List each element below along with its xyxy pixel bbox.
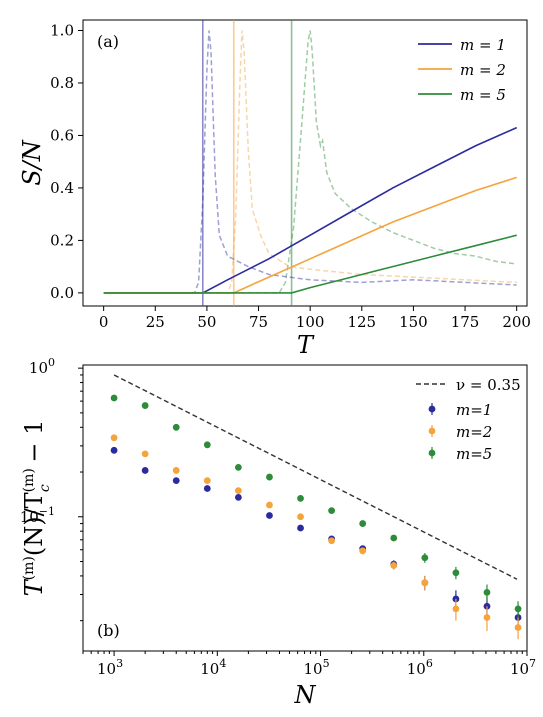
data-point-1 bbox=[297, 524, 304, 532]
panel-a-legend: m = 1 m = 2 m = 5 bbox=[418, 36, 506, 104]
data-point-2 bbox=[266, 501, 273, 509]
series-line-2 bbox=[103, 176, 517, 294]
panel-b-x-axis-label: N bbox=[294, 681, 317, 709]
dashed-series-line-2 bbox=[103, 30, 517, 294]
y-tick-label: 0.0 bbox=[50, 284, 74, 302]
data-point-2 bbox=[483, 614, 491, 621]
panel-b-y-axis-label: T(m)(N)/T(m)c − 1 bbox=[20, 420, 53, 597]
data-point-1 bbox=[172, 477, 180, 485]
y-tick-label: 1.0 bbox=[50, 21, 74, 39]
data-point-3 bbox=[328, 507, 336, 515]
series-line-1 bbox=[103, 126, 518, 294]
data-point-2 bbox=[328, 537, 336, 545]
reference-line bbox=[113, 374, 518, 580]
data-point-2 bbox=[421, 579, 429, 587]
legend-label-3: m=5 bbox=[456, 445, 492, 463]
data-point-3 bbox=[483, 588, 491, 596]
data-point-1 bbox=[234, 494, 242, 501]
series-line-3 bbox=[103, 234, 517, 294]
data-point-2 bbox=[141, 450, 149, 458]
panel-b: 103 104 105 106 107 100 10−1 (b) N T(m)(N)/T(… bbox=[20, 356, 536, 709]
y-tick-label: 0.8 bbox=[50, 74, 74, 92]
x-tick-label: 0 bbox=[99, 313, 109, 331]
data-point-3 bbox=[110, 394, 118, 402]
x-tick-label: 125 bbox=[347, 313, 376, 331]
y-tick-label: 0.4 bbox=[50, 179, 74, 197]
x-tick-label: 105 bbox=[303, 657, 329, 678]
y-tick-label: 0.2 bbox=[50, 231, 74, 249]
data-point-3 bbox=[452, 569, 460, 577]
data-point-2 bbox=[203, 477, 211, 485]
panel-a-x-axis-label: T bbox=[297, 331, 315, 359]
legend-reference-label: ν = 0.35 bbox=[456, 376, 521, 394]
legend-label-2: m = 2 bbox=[460, 61, 506, 79]
data-point-3 bbox=[390, 534, 398, 542]
panel-a-y-axis-label: S/N bbox=[18, 139, 46, 186]
x-tick-label: 106 bbox=[407, 657, 433, 678]
x-tick-label: 150 bbox=[399, 313, 428, 331]
data-point-3 bbox=[234, 463, 242, 471]
legend-label-3: m = 5 bbox=[460, 86, 506, 104]
data-point-2 bbox=[390, 562, 398, 569]
data-point-3 bbox=[141, 402, 149, 409]
data-point-1 bbox=[110, 446, 118, 454]
data-point-2 bbox=[234, 487, 242, 495]
data-point-1 bbox=[141, 467, 149, 474]
data-point-3 bbox=[203, 441, 211, 449]
x-tick-label: 104 bbox=[200, 657, 226, 678]
x-tick-label: 175 bbox=[451, 313, 480, 331]
y-tick-label: 10−1 bbox=[20, 505, 55, 526]
data-point-2 bbox=[172, 467, 180, 474]
x-tick-label: 200 bbox=[502, 313, 531, 331]
y-tick-label: 100 bbox=[29, 356, 55, 377]
x-tick-label: 107 bbox=[510, 657, 536, 678]
data-point-3 bbox=[172, 423, 180, 431]
panel-a: 0 25 50 75 100 125 150 175 200 0.0 0.2 0.4 0.6 0.8 1.… bbox=[18, 19, 531, 359]
x-tick-label: 50 bbox=[197, 313, 216, 331]
legend-marker-1 bbox=[428, 405, 436, 413]
data-point-2 bbox=[110, 434, 118, 442]
panel-a-label: (a) bbox=[97, 32, 119, 51]
x-tick-label: 100 bbox=[296, 313, 325, 331]
legend-label-2: m=2 bbox=[456, 423, 492, 441]
panel-b-legend: ν = 0.35 m=1 m=2 m=5 bbox=[416, 376, 521, 463]
x-tick-label: 103 bbox=[97, 657, 123, 678]
dashed-series-line-3 bbox=[103, 30, 517, 294]
panel-b-label: (b) bbox=[97, 621, 120, 640]
legend-marker-3 bbox=[428, 449, 436, 457]
data-point-2 bbox=[297, 513, 304, 521]
data-point-1 bbox=[452, 595, 460, 603]
data-point-1 bbox=[266, 512, 273, 519]
data-point-3 bbox=[514, 605, 522, 613]
data-point-3 bbox=[359, 520, 367, 527]
y-tick-label: 0.6 bbox=[50, 126, 74, 144]
legend-marker-2 bbox=[428, 427, 436, 435]
data-point-3 bbox=[266, 473, 273, 481]
dashed-series-line-1 bbox=[103, 30, 517, 294]
data-point-3 bbox=[297, 494, 304, 502]
legend-label-1: m = 1 bbox=[460, 36, 506, 54]
x-tick-label: 25 bbox=[146, 313, 165, 331]
data-point-1 bbox=[203, 485, 211, 492]
panel-a-plot-area bbox=[82, 19, 528, 307]
data-point-2 bbox=[452, 605, 460, 613]
legend-label-1: m=1 bbox=[456, 401, 492, 419]
x-tick-label: 75 bbox=[249, 313, 268, 331]
data-point-2 bbox=[359, 547, 367, 555]
data-point-2 bbox=[514, 624, 522, 631]
data-point-3 bbox=[421, 554, 429, 562]
